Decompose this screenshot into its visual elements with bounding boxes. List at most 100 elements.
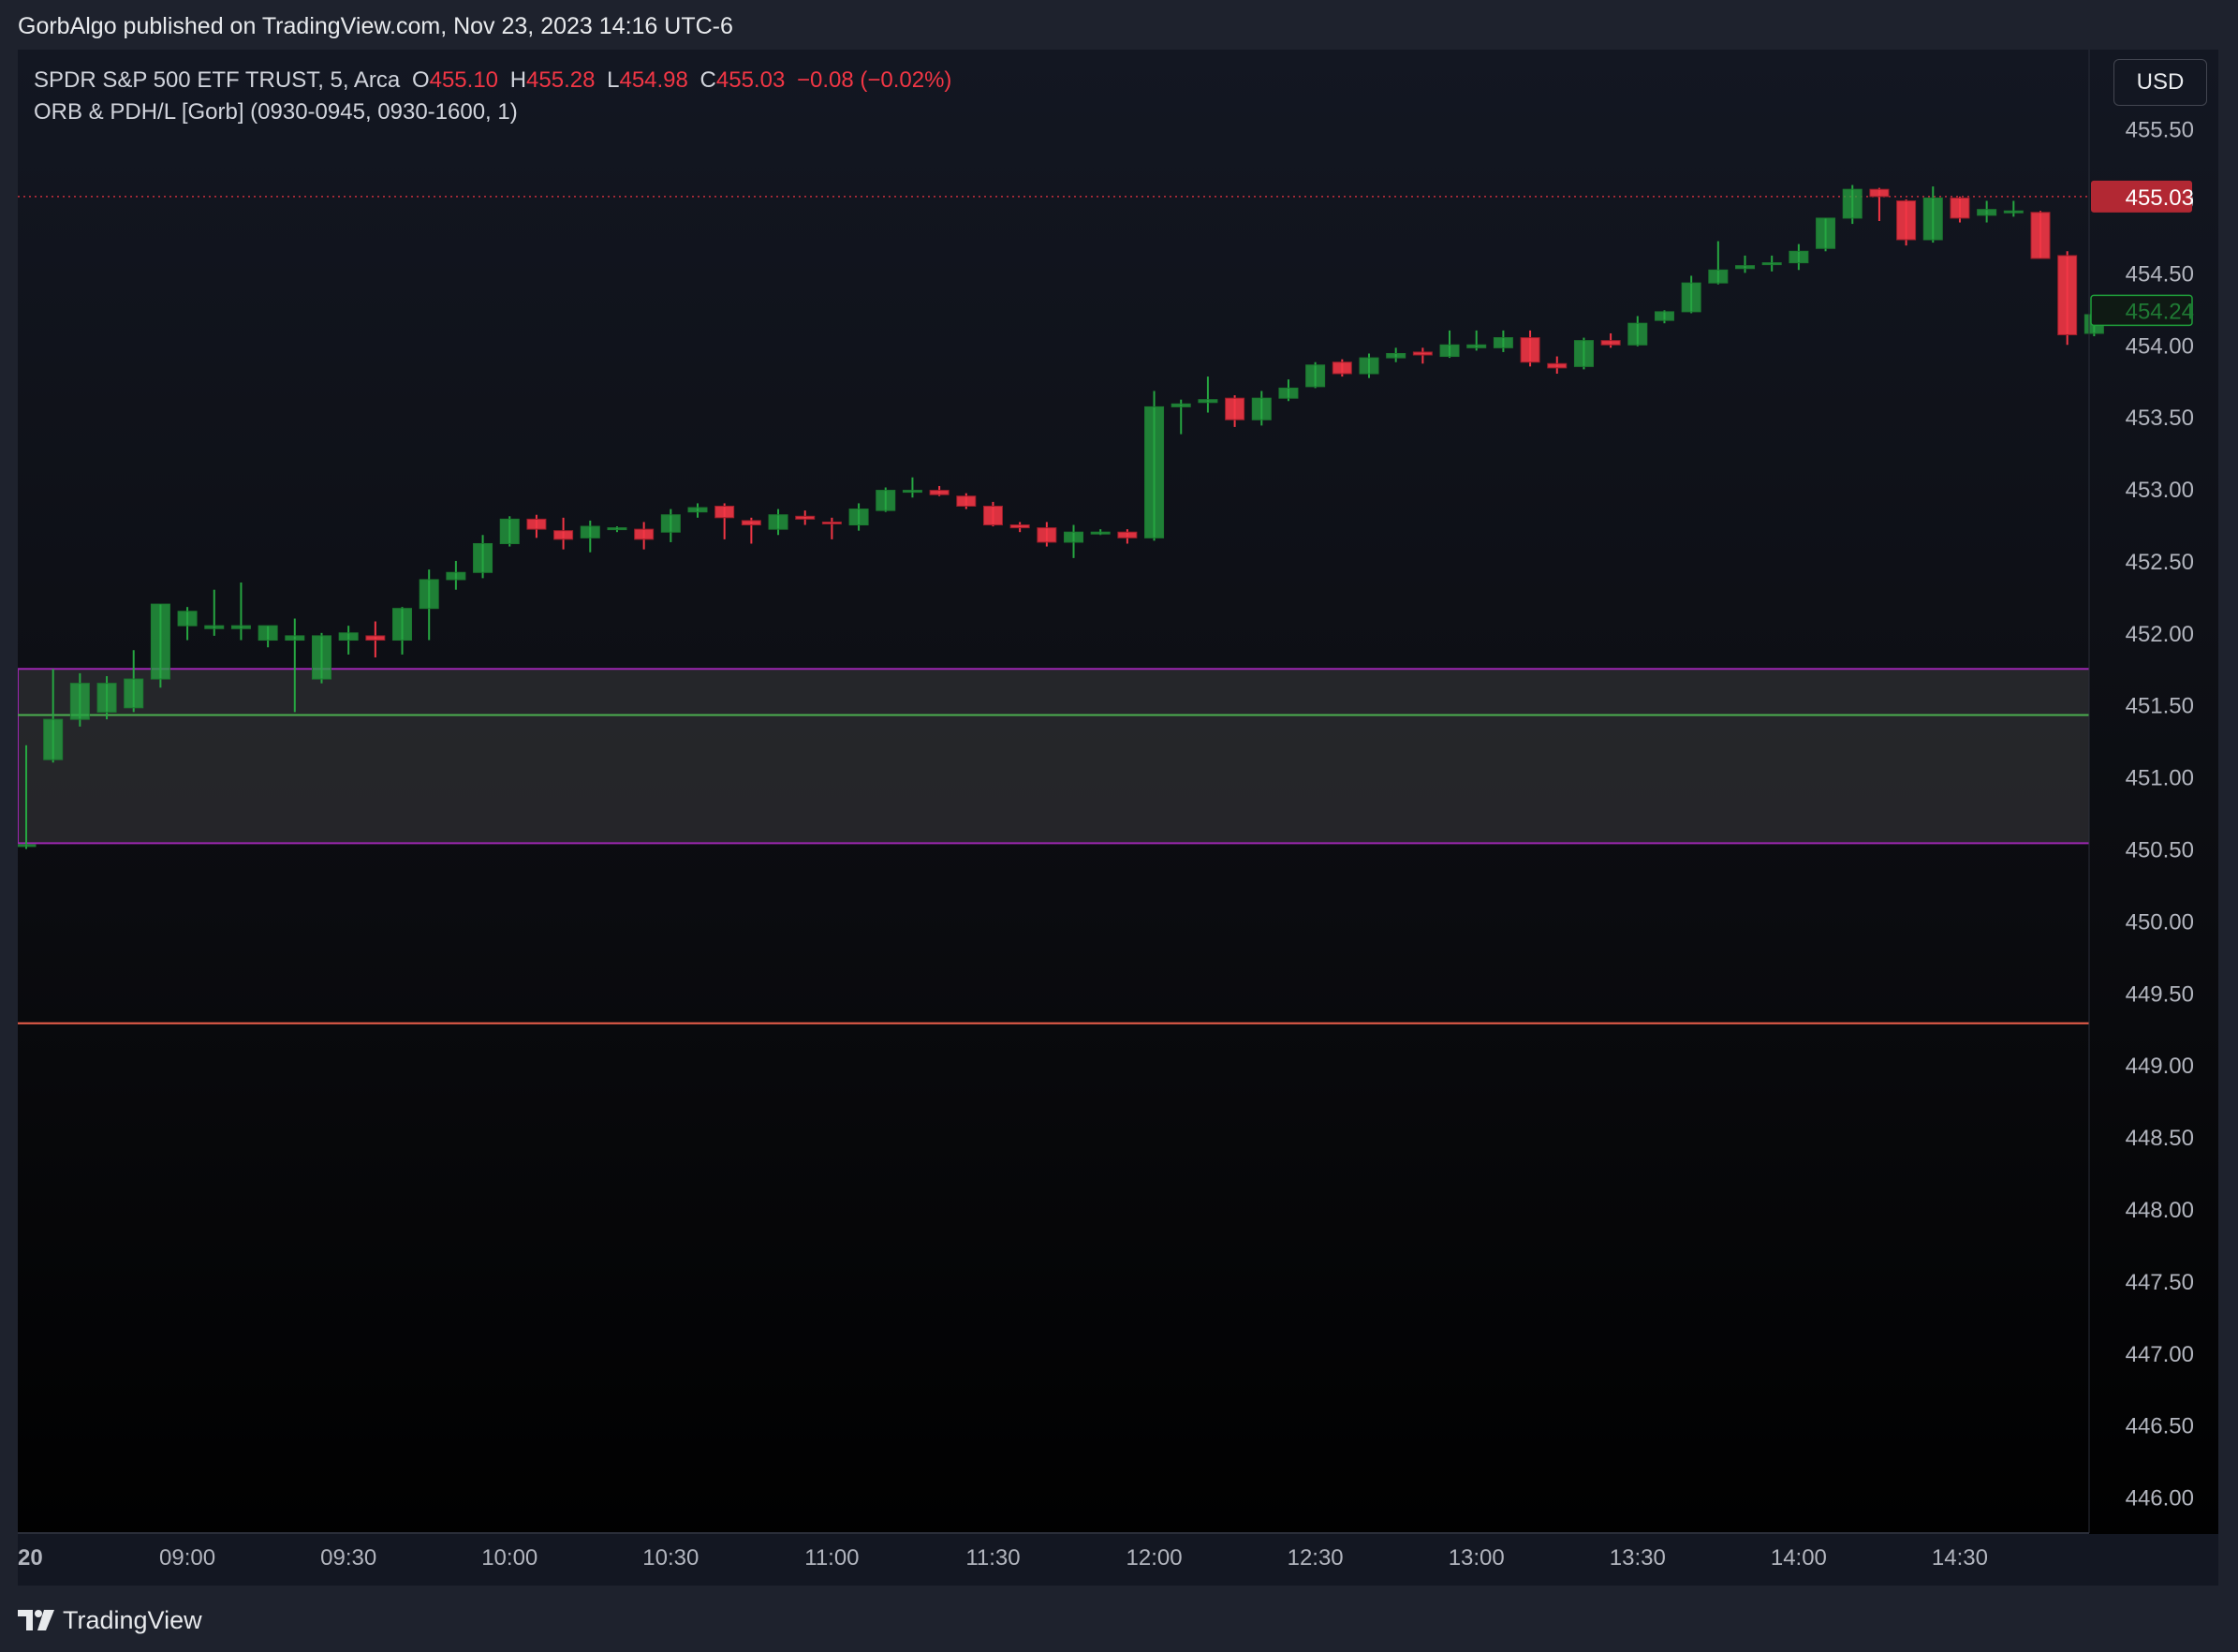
candle (634, 522, 655, 550)
candle-body (392, 608, 413, 642)
candle (687, 503, 708, 518)
candle-body (177, 611, 198, 627)
candle (2057, 251, 2078, 346)
currency-button[interactable]: USD (2113, 59, 2207, 106)
y-tick-label: 451.50 (2126, 694, 2194, 719)
candle-body (982, 506, 1003, 525)
y-tick-label: 449.00 (2126, 1054, 2194, 1079)
candle-body (311, 635, 331, 680)
candle-body (929, 490, 950, 495)
candle (392, 607, 413, 655)
chart-legend: SPDR S&P 500 ETF TRUST, 5, Arca O455.10 … (34, 65, 957, 128)
candle-body (1439, 344, 1460, 358)
candle (365, 621, 386, 657)
candle-body (1009, 524, 1030, 529)
candle-body (1816, 217, 1836, 249)
candle-body (848, 509, 869, 525)
candle (230, 583, 251, 641)
candle (258, 625, 278, 648)
candle-body (1466, 344, 1487, 348)
candle-body (607, 527, 627, 531)
y-tick-label: 447.50 (2126, 1270, 2194, 1295)
candle-body (795, 515, 816, 520)
high-value: 455.28 (526, 67, 596, 93)
y-tick-label: 447.00 (2126, 1342, 2194, 1367)
candle (1439, 330, 1460, 359)
candle-body (1332, 361, 1352, 375)
open-value: 455.10 (429, 67, 499, 93)
footer-brand[interactable]: TradingView (18, 1603, 202, 1637)
candle (795, 510, 816, 525)
candle-body (96, 683, 117, 713)
candle (821, 517, 842, 539)
candle (1842, 184, 1863, 225)
candle (553, 517, 574, 550)
y-tick-label: 451.00 (2126, 766, 2194, 791)
axes-layer: 455.50455.00454.50454.00453.50453.00452.… (18, 50, 2218, 1586)
candle (1761, 255, 1782, 272)
candle (1573, 337, 1594, 370)
candle-body (419, 579, 439, 610)
candle (1950, 196, 1970, 223)
candle (1225, 395, 1245, 427)
symbol-title[interactable]: SPDR S&P 500 ETF TRUST, 5, Arca (34, 67, 401, 93)
low-value: 454.98 (619, 67, 688, 93)
candle (1037, 522, 1057, 547)
candle-body (741, 520, 761, 525)
candle (1466, 330, 1487, 351)
candle (124, 650, 144, 713)
candle (96, 675, 117, 720)
candle-body (634, 528, 655, 540)
candle (43, 669, 64, 763)
chart-pane[interactable]: 455.50455.00454.50454.00453.50453.00452.… (18, 50, 2218, 1586)
candle (876, 487, 896, 512)
footer-brand-text: TradingView (63, 1605, 202, 1634)
candle-body (1842, 188, 1863, 219)
candle-body (150, 603, 170, 680)
candle-body (1305, 364, 1326, 388)
candle (446, 560, 466, 590)
candle (1627, 316, 1648, 347)
candle-body (1977, 209, 1997, 216)
candle-body (1735, 265, 1756, 270)
candle-body (1681, 282, 1701, 313)
candle (660, 509, 681, 542)
candle (338, 626, 359, 655)
candle (1547, 356, 1568, 375)
candle (848, 503, 869, 531)
x-tick-label: 12:30 (1288, 1545, 1344, 1571)
candle-body (2003, 210, 2024, 214)
candle (1977, 200, 1997, 223)
candle (714, 503, 735, 539)
close-label: C (699, 67, 716, 93)
y-tick-label: 450.50 (2126, 838, 2194, 863)
candle-body (1493, 337, 1513, 348)
candle-body (1412, 351, 1433, 356)
candle (741, 517, 761, 544)
candle-body (821, 521, 842, 524)
tradingview-logo-icon (18, 1610, 54, 1630)
indicator-row[interactable]: ORB & PDH/L [Gorb] (0930-0945, 0930-1600… (34, 99, 518, 125)
candle (1009, 522, 1030, 533)
x-tick-label: 10:00 (481, 1545, 537, 1571)
x-tick-label: 11:00 (804, 1545, 859, 1571)
y-tick-label: 448.00 (2126, 1198, 2194, 1223)
candle-body (1627, 322, 1648, 346)
candle (580, 520, 600, 553)
y-tick-label: 452.00 (2126, 622, 2194, 647)
candle-body (660, 514, 681, 533)
open-label: O (411, 67, 430, 93)
candle (956, 493, 977, 509)
candle-body (1761, 262, 1782, 266)
candle-body (338, 632, 359, 642)
candle-body (1922, 197, 1943, 241)
candle (177, 607, 198, 641)
candle (473, 535, 493, 579)
candle-body (1654, 311, 1674, 321)
candle-body (1520, 337, 1540, 363)
x-tick-label: 09:30 (320, 1545, 376, 1571)
y-tick-label: 450.00 (2126, 909, 2194, 935)
candle (1171, 399, 1191, 435)
candle-body (1278, 387, 1299, 399)
candlestick-chart[interactable]: 455.50455.00454.50454.00453.50453.00452.… (18, 50, 2218, 1586)
